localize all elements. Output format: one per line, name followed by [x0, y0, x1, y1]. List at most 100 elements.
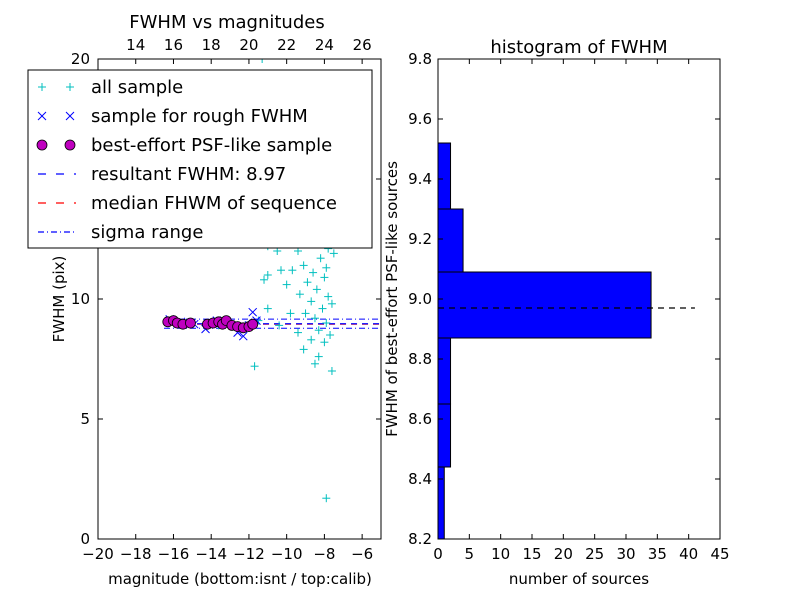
scatter-legend: all sample sample for rough FWHM best-ef…	[27, 69, 373, 249]
histogram-ylabel: FWHM of best-effort PSF-like sources	[383, 161, 401, 437]
all-sample-point	[320, 338, 329, 347]
histogram-bar	[438, 271, 652, 339]
scatter-top-tick-label: 16	[164, 36, 183, 54]
histogram-ytick-label: 8.8	[408, 350, 432, 368]
all-sample-point	[307, 297, 316, 306]
all-sample-point	[282, 280, 291, 289]
legend-markers	[36, 83, 76, 233]
legend-label-psf-sample: best-effort PSF-like sample	[91, 135, 332, 156]
legend-marker-x	[65, 111, 75, 121]
histogram-xtick-label: 5	[465, 545, 475, 563]
legend-marker-x	[37, 111, 47, 121]
scatter-top-tick-label: 20	[239, 36, 258, 54]
scatter-ytick-label: 10	[71, 290, 90, 308]
all-sample-point	[316, 254, 325, 263]
histogram-xtick-label: 40	[679, 545, 698, 563]
histogram-plot-area	[438, 142, 695, 539]
histogram-axes-frame	[437, 58, 721, 540]
all-sample-point	[258, 59, 267, 63]
all-sample-point	[310, 314, 319, 323]
psf-sample-point	[247, 318, 259, 330]
legend-label-median-fwhm: median FHWM of sequence	[91, 193, 337, 214]
all-sample-point	[250, 362, 259, 371]
legend-label-rough-sample: sample for rough FWHM	[91, 106, 308, 127]
histogram-panel: histogram of FWHM 0 5 10 15 20 25 30 35 40 45 8.2 8…	[383, 37, 730, 588]
all-sample-point	[299, 345, 308, 354]
scatter-ytick-label: 0	[80, 530, 90, 548]
scatter-panel: FWHM vs magnitudes −20 −18 −16 −14 −12 −10 −8−…	[27, 12, 382, 588]
histogram-xlabel: number of sources	[509, 570, 649, 588]
scatter-top-tick-label: 26	[353, 36, 372, 54]
all-sample-point	[307, 335, 316, 344]
all-sample-point	[275, 321, 284, 330]
all-sample-point	[314, 352, 323, 361]
histogram-ytick-label: 9.4	[408, 170, 432, 188]
all-sample-point	[260, 275, 269, 284]
histogram-bar	[438, 403, 452, 468]
scatter-top-tick-label: 14	[126, 36, 145, 54]
histogram-ytick-label: 9.6	[408, 110, 432, 128]
histogram-title: histogram of FWHM	[490, 37, 667, 58]
legend-box	[27, 69, 373, 249]
all-sample-point	[324, 292, 333, 301]
histogram-xtick-label: 0	[433, 545, 443, 563]
all-sample-point	[322, 263, 331, 272]
scatter-xtick-label: −6	[351, 545, 373, 563]
scatter-xtick-label: −12	[233, 545, 265, 563]
histogram-bar	[438, 208, 464, 273]
all-sample-point	[263, 304, 272, 313]
all-sample-point	[293, 328, 302, 337]
all-sample-point	[327, 367, 336, 375]
scatter-ticks: −20 −18 −16 −14 −12 −10 −8 −6 14 16 18 20 22 24 26 0 5 10…	[71, 36, 381, 563]
histogram-xtick-label: 15	[522, 545, 541, 563]
all-sample-point	[263, 271, 272, 279]
histogram-xtick-label: 30	[616, 545, 635, 563]
all-sample-point	[322, 319, 331, 327]
all-sample-point	[322, 494, 331, 503]
all-sample-point	[326, 331, 335, 339]
histogram-xtick-label: 10	[491, 545, 510, 563]
scatter-title: FWHM vs magnitudes	[129, 12, 324, 33]
histogram-ytick-label: 8.2	[408, 530, 432, 548]
scatter-xtick-label: −20	[82, 545, 114, 563]
histogram-xtick-label: 45	[710, 545, 729, 563]
all-sample-point	[286, 309, 295, 318]
scatter-xtick-label: −14	[195, 545, 227, 563]
scatter-axes-frame	[97, 58, 382, 540]
scatter-ytick-label: 20	[71, 50, 90, 68]
legend-marker-circle	[36, 139, 48, 151]
scatter-top-tick-label: 22	[277, 36, 296, 54]
scatter-ylabel: FWHM (pix)	[50, 256, 68, 343]
histogram-bar	[438, 337, 452, 405]
histogram-ytick-label: 8.6	[408, 410, 432, 428]
legend-label-resultant-fwhm: resultant FWHM: 8.97	[91, 164, 286, 185]
histogram-ticks: 0 5 10 15 20 25 30 35 40 45 8.2 8.4 8.6 8.8 9.0 9.2 9.4 9…	[408, 50, 729, 563]
all-sample-point	[288, 266, 297, 275]
histogram-xtick-label: 25	[585, 545, 604, 563]
all-sample-point	[318, 304, 327, 313]
all-sample-point	[309, 268, 318, 277]
legend-marker-circle	[64, 139, 76, 151]
all-sample-point	[299, 261, 308, 270]
all-sample-point	[303, 278, 312, 287]
scatter-plot-area	[162, 59, 381, 503]
rough-sample-point	[238, 331, 248, 341]
all-sample-point	[277, 266, 286, 275]
histogram-ytick-label: 9.2	[408, 230, 432, 248]
scatter-ytick-label: 5	[80, 410, 90, 428]
all-sample-point	[327, 299, 336, 308]
histogram-xtick-label: 35	[648, 545, 667, 563]
rough-sample-point	[248, 307, 258, 317]
legend-label-all-sample: all sample	[91, 77, 183, 98]
histogram-ytick-label: 9.0	[408, 290, 432, 308]
histogram-ytick-label: 8.4	[408, 470, 432, 488]
scatter-xtick-label: −18	[120, 545, 152, 563]
scatter-xtick-label: −16	[158, 545, 190, 563]
legend-marker-plus	[38, 83, 46, 91]
all-sample-point	[312, 285, 321, 294]
scatter-xtick-label: −8	[313, 545, 335, 563]
all-sample-point	[320, 273, 329, 282]
scatter-top-tick-label: 18	[202, 36, 221, 54]
